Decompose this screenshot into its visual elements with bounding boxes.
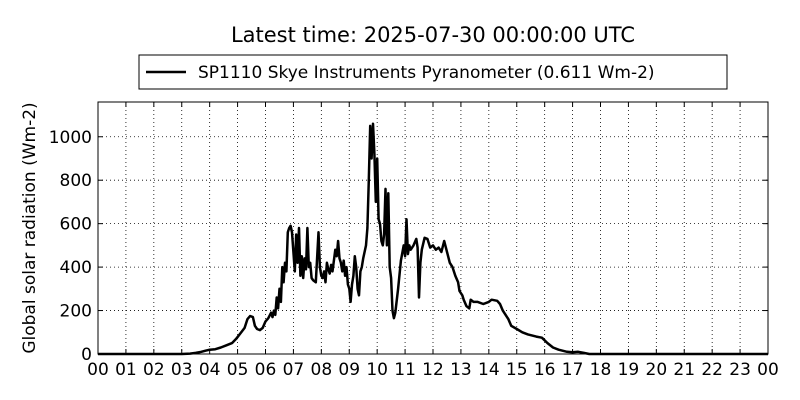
x-tick-label: 07 (283, 360, 305, 380)
x-tick-label: 10 (366, 360, 388, 380)
y-tick-label: 600 (60, 215, 92, 235)
x-tick-label: 14 (478, 360, 500, 380)
y-tick-label: 800 (60, 171, 92, 191)
x-tick-label: 11 (394, 360, 416, 380)
y-axis-ticks: 0 200 400 600 800 1000 (49, 128, 768, 365)
x-tick-label: 01 (115, 360, 137, 380)
grid (98, 102, 768, 354)
x-tick-label: 13 (450, 360, 472, 380)
y-tick-label: 200 (60, 302, 92, 322)
y-tick-label: 0 (81, 345, 92, 365)
x-tick-label: 23 (729, 360, 751, 380)
y-tick-label: 1000 (49, 128, 92, 148)
x-tick-label: 19 (618, 360, 640, 380)
x-tick-label: 20 (646, 360, 668, 380)
x-tick-label: 02 (143, 360, 165, 380)
x-tick-label: 22 (701, 360, 723, 380)
x-tick-label: 17 (562, 360, 584, 380)
plot-area (98, 122, 768, 356)
x-tick-label: 16 (534, 360, 556, 380)
x-tick-label: 21 (673, 360, 695, 380)
series-line (98, 122, 768, 356)
x-tick-label: 03 (171, 360, 193, 380)
x-tick-label: 09 (338, 360, 360, 380)
x-tick-label: 06 (255, 360, 277, 380)
x-tick-label: 15 (506, 360, 528, 380)
legend-box (138, 54, 728, 90)
x-tick-label: 08 (311, 360, 333, 380)
legend-label: SP1110 Skye Instruments Pyranometer (0.6… (198, 63, 655, 83)
x-tick-label: 04 (199, 360, 221, 380)
x-tick-label: 00 (757, 360, 779, 380)
legend: SP1110 Skye Instruments Pyranometer (0.6… (138, 54, 728, 90)
y-axis-label: Global solar radiation (Wm-2) (20, 102, 40, 353)
x-tick-label: 18 (590, 360, 612, 380)
x-tick-label: 05 (227, 360, 249, 380)
x-axis-ticks: 00 01 02 03 04 05 06 07 08 09 10 11 12 13 14 15 16 17 18 19… (87, 102, 779, 380)
x-tick-label: 00 (87, 360, 109, 380)
plot-frame (97, 101, 769, 355)
y-tick-label: 400 (60, 258, 92, 278)
x-tick-label: 12 (422, 360, 444, 380)
chart-title: Latest time: 2025-07-30 00:00:00 UTC (231, 23, 635, 47)
